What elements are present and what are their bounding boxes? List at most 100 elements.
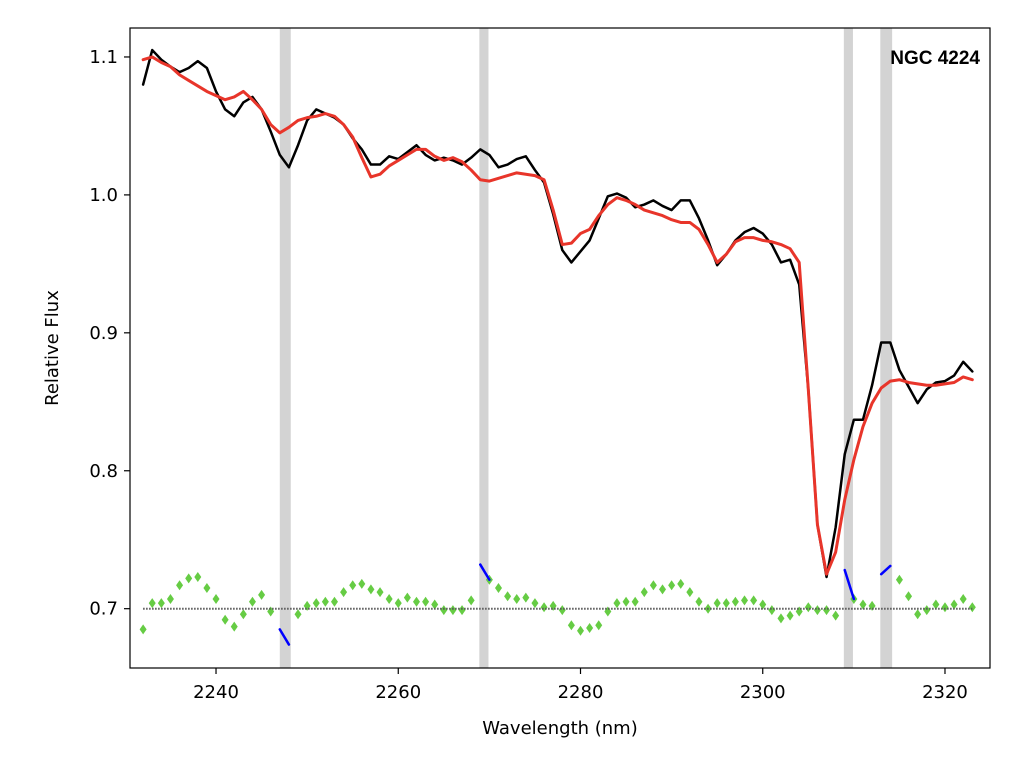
- residual-point: [722, 598, 730, 609]
- residual-point: [540, 602, 548, 613]
- x-tick-label: 2280: [558, 682, 604, 703]
- residual-point: [713, 598, 721, 609]
- residual-point: [367, 584, 375, 595]
- residual-point: [504, 591, 512, 602]
- residual-point: [668, 580, 676, 591]
- y-axis-label: Relative Flux: [42, 290, 63, 406]
- residual-point: [950, 599, 958, 610]
- residual-point: [203, 583, 211, 593]
- x-axis-label: Wavelength (nm): [482, 718, 638, 739]
- residual-point: [522, 592, 530, 603]
- residual-point: [157, 598, 165, 609]
- residual-point: [731, 596, 739, 607]
- y-tick-label: 0.9: [89, 323, 118, 344]
- mask-band: [880, 28, 893, 668]
- residual-point: [823, 605, 831, 616]
- residual-point: [813, 605, 821, 616]
- y-tick-label: 0.7: [89, 599, 118, 620]
- x-tick-label: 2240: [193, 682, 239, 703]
- residual-point: [768, 605, 776, 616]
- residual-point: [567, 620, 575, 631]
- x-tick-label: 2300: [740, 682, 786, 703]
- residual-point: [248, 596, 256, 607]
- residual-point: [239, 609, 247, 620]
- residual-point: [905, 591, 913, 602]
- residual-point: [932, 599, 940, 610]
- residual-point: [467, 595, 475, 606]
- mask-band: [843, 28, 853, 668]
- annotation: NGC 4224: [890, 48, 980, 69]
- residual-point: [558, 605, 566, 616]
- residual-point: [358, 578, 366, 589]
- residual-point: [440, 605, 448, 616]
- y-tick-label: 1.1: [89, 47, 118, 68]
- residual-point: [513, 594, 521, 605]
- residual-point: [695, 596, 703, 607]
- residual-point: [321, 596, 329, 607]
- mask-band: [479, 28, 489, 668]
- residual-point: [422, 596, 430, 607]
- residual-point: [577, 625, 585, 636]
- residual-point: [412, 596, 420, 607]
- residual-point: [194, 571, 202, 582]
- residual-point: [166, 594, 174, 605]
- residual-point: [804, 602, 812, 613]
- residual-point: [914, 609, 922, 620]
- residual-point: [741, 595, 749, 606]
- residual-point: [494, 583, 502, 593]
- residual-point: [340, 587, 348, 598]
- residual-point: [312, 598, 320, 609]
- residual-point: [659, 584, 667, 595]
- residual-point: [959, 594, 967, 605]
- residual-point: [777, 613, 785, 624]
- residual-point: [148, 598, 156, 609]
- plot-area: [139, 28, 976, 668]
- residual-point: [832, 610, 840, 621]
- residual-point: [622, 596, 630, 607]
- x-tick-label: 2320: [922, 682, 968, 703]
- residual-point: [649, 580, 657, 591]
- residual-point: [941, 602, 949, 613]
- spectrum-line: [278, 563, 892, 646]
- residual-point: [531, 598, 539, 609]
- residual-point: [330, 596, 338, 607]
- residual-point: [258, 589, 266, 600]
- residual-point: [613, 598, 621, 609]
- residual-point: [968, 602, 976, 613]
- residual-point: [403, 592, 411, 603]
- residual-point: [895, 574, 903, 585]
- mask-band: [279, 28, 291, 668]
- residual-point: [221, 614, 229, 625]
- residual-point: [586, 623, 594, 633]
- residual-point: [294, 609, 302, 620]
- spectrum-line: [141, 55, 974, 576]
- residual-point: [176, 580, 184, 591]
- residual-point: [139, 624, 147, 635]
- residual-point: [677, 578, 685, 589]
- residual-point: [750, 595, 758, 606]
- x-tick-label: 2260: [375, 682, 421, 703]
- residual-point: [230, 621, 238, 632]
- residual-point: [759, 599, 767, 610]
- residual-point: [458, 605, 466, 616]
- y-tick-label: 0.8: [89, 461, 118, 482]
- axes-frame: [129, 27, 991, 669]
- residual-point: [212, 594, 220, 605]
- residual-point: [376, 587, 384, 598]
- residual-point: [385, 594, 393, 605]
- residual-point: [631, 596, 639, 607]
- residual-point: [349, 580, 357, 591]
- y-tick-label: 1.0: [89, 185, 118, 206]
- residual-point: [923, 605, 931, 616]
- residual-point: [686, 587, 694, 598]
- residual-point: [786, 610, 794, 621]
- residual-point: [431, 599, 439, 610]
- residual-point: [595, 620, 603, 631]
- residual-point: [185, 573, 193, 584]
- residual-point: [640, 587, 648, 598]
- residual-point: [859, 599, 867, 610]
- residual-point: [394, 598, 402, 609]
- residual-point: [449, 605, 457, 616]
